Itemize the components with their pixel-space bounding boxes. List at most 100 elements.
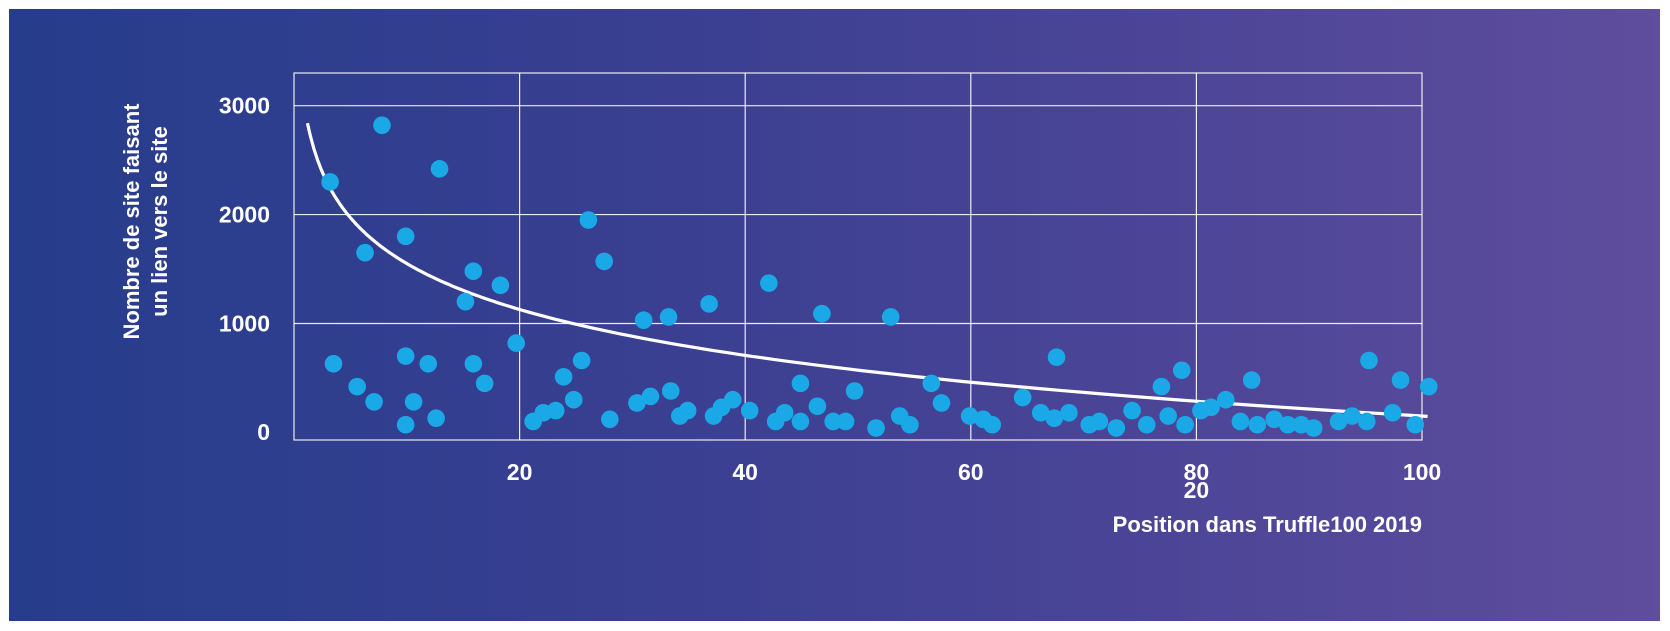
- x-axis-label: Position dans Truffle100 2019: [1113, 512, 1422, 537]
- data-point-3: [356, 243, 374, 262]
- data-point-8: [396, 415, 415, 434]
- x-tick-label-0: 20: [507, 459, 533, 485]
- data-point-58: [983, 415, 1002, 434]
- data-point-39: [740, 401, 759, 420]
- grid-lines: [293, 72, 1423, 441]
- data-point-55: [932, 394, 951, 412]
- data-point-6: [396, 227, 415, 246]
- data-point-86: [1360, 351, 1378, 370]
- data-point-2: [348, 377, 366, 396]
- data-point-50: [867, 419, 885, 437]
- data-point-74: [1202, 398, 1220, 417]
- x-tick-label-4: 100: [1403, 459, 1441, 485]
- y-tick-label-1: 1000: [219, 310, 270, 336]
- x-tick-label-2: 60: [958, 459, 984, 485]
- data-point-66: [1107, 419, 1126, 437]
- data-point-35: [700, 295, 718, 313]
- data-point-28: [628, 394, 646, 412]
- data-point-90: [1419, 377, 1438, 396]
- data-point-69: [1152, 377, 1171, 396]
- data-points: [321, 116, 1438, 437]
- data-point-29: [634, 311, 653, 330]
- trend-line-group: [305, 122, 1428, 418]
- data-point-51: [881, 308, 900, 326]
- y-axis-label: Nombre de site faisant un lien vers le s…: [119, 103, 172, 340]
- data-point-21: [546, 401, 565, 420]
- data-point-38: [723, 390, 742, 409]
- data-point-12: [430, 160, 449, 178]
- data-point-18: [507, 334, 526, 352]
- data-point-65: [1090, 412, 1109, 431]
- data-point-13: [456, 292, 475, 311]
- data-point-76: [1231, 412, 1250, 431]
- data-point-77: [1242, 371, 1261, 389]
- data-point-14: [464, 262, 483, 281]
- data-point-34: [678, 401, 697, 420]
- y-tick-label-0: 0: [257, 419, 270, 445]
- data-point-0: [321, 173, 339, 191]
- chart-background-panel: [9, 9, 1660, 621]
- data-point-62: [1047, 348, 1066, 367]
- data-point-4: [365, 393, 383, 411]
- x-tick-label-1: 40: [732, 459, 758, 485]
- data-point-23: [564, 390, 583, 409]
- data-point-42: [775, 403, 794, 422]
- data-point-72: [1176, 415, 1194, 434]
- data-point-60: [1031, 403, 1050, 422]
- data-point-11: [427, 409, 445, 428]
- data-point-15: [464, 354, 483, 373]
- y-tick-label-2: 2000: [219, 202, 270, 228]
- data-point-40: [760, 274, 778, 292]
- data-point-88: [1391, 371, 1410, 389]
- tick-labels: 20 40 60 80 100 20 0 1000 2000 3000: [219, 93, 1441, 503]
- data-point-89: [1406, 415, 1425, 434]
- data-point-27: [601, 410, 619, 429]
- data-point-5: [373, 116, 391, 135]
- data-point-26: [595, 252, 613, 271]
- x-extra-label: 20: [1184, 477, 1210, 503]
- data-point-75: [1216, 390, 1235, 409]
- data-point-68: [1137, 415, 1156, 434]
- data-point-79: [1265, 410, 1284, 429]
- data-point-56: [960, 407, 979, 425]
- data-point-84: [1343, 407, 1361, 425]
- data-point-43: [791, 374, 810, 393]
- data-point-32: [661, 382, 680, 400]
- data-point-67: [1123, 401, 1141, 420]
- data-point-83: [1329, 412, 1348, 431]
- y-axis-label-line-2: un lien vers le site: [147, 126, 172, 317]
- data-point-25: [579, 211, 598, 229]
- data-point-30: [641, 387, 660, 406]
- data-point-49: [845, 382, 864, 400]
- data-point-78: [1248, 415, 1267, 434]
- data-point-85: [1357, 412, 1376, 431]
- data-point-61: [1045, 409, 1064, 428]
- data-point-80: [1278, 415, 1297, 434]
- data-point-46: [813, 304, 831, 323]
- y-tick-label-3: 3000: [219, 93, 270, 119]
- trend-line: [305, 122, 1428, 418]
- x-tick-label-3: 80: [1184, 459, 1210, 485]
- data-point-7: [396, 347, 415, 365]
- data-point-45: [808, 397, 827, 416]
- plot-frame: [293, 72, 1423, 441]
- data-point-10: [419, 354, 438, 373]
- data-point-54: [922, 374, 941, 393]
- data-point-71: [1172, 361, 1191, 380]
- data-point-48: [836, 412, 855, 431]
- data-point-17: [491, 276, 510, 295]
- data-point-70: [1159, 407, 1177, 425]
- data-point-53: [901, 415, 919, 434]
- data-point-87: [1383, 403, 1402, 422]
- data-point-63: [1060, 403, 1078, 422]
- data-point-9: [404, 393, 423, 411]
- data-point-31: [659, 308, 678, 326]
- data-point-47: [824, 412, 842, 431]
- data-point-1: [324, 354, 343, 373]
- data-point-82: [1304, 419, 1323, 437]
- data-point-24: [572, 351, 591, 370]
- data-point-44: [791, 412, 810, 431]
- data-point-22: [554, 368, 573, 386]
